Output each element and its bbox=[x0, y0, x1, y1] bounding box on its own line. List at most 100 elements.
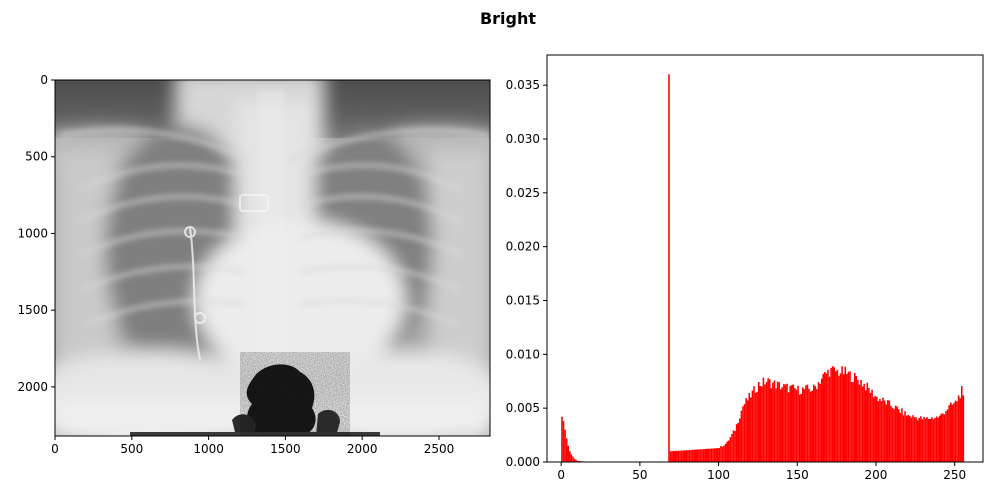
histogram-bar bbox=[907, 414, 910, 462]
histogram-bar bbox=[682, 450, 684, 462]
histogram-bars bbox=[561, 74, 965, 462]
histogram-bar bbox=[797, 385, 799, 462]
y-tick-label: 0.000 bbox=[506, 455, 540, 469]
histogram-bar bbox=[786, 383, 788, 462]
histogram-bar bbox=[850, 382, 853, 462]
histogram-bar bbox=[949, 402, 952, 462]
histogram-bar bbox=[811, 390, 814, 462]
histogram-bar bbox=[742, 406, 744, 462]
y-tick-label: 0.010 bbox=[506, 347, 540, 361]
histogram-bar bbox=[721, 446, 724, 462]
histogram-bar bbox=[842, 374, 845, 462]
x-tick-label: 1500 bbox=[270, 442, 301, 456]
histogram-bar bbox=[687, 450, 689, 462]
histogram-bar bbox=[748, 392, 751, 462]
histogram-bar bbox=[849, 371, 851, 462]
x-tick-label: 100 bbox=[707, 468, 730, 482]
x-tick-label: 0 bbox=[51, 442, 59, 456]
histogram-bar bbox=[857, 380, 859, 462]
histogram-bar bbox=[762, 377, 765, 462]
histogram-bar bbox=[739, 418, 741, 462]
histogram-bar bbox=[864, 390, 867, 462]
histogram-bar bbox=[704, 448, 706, 462]
histogram-bar bbox=[732, 430, 735, 462]
histogram-panel: 0 50 100 150 200 250 0.000 0.005 0.010 0.015 0.02… bbox=[506, 54, 984, 482]
histogram-bar bbox=[869, 392, 872, 462]
histogram-bar bbox=[710, 448, 713, 462]
histogram-bar bbox=[794, 388, 796, 462]
histogram-bar bbox=[828, 376, 831, 462]
histogram-bar bbox=[729, 437, 732, 462]
histogram-bar bbox=[819, 383, 821, 462]
histogram-bar bbox=[564, 429, 566, 462]
histogram-bar bbox=[853, 373, 856, 462]
x-tick-label: 500 bbox=[120, 442, 143, 456]
histogram-bar bbox=[767, 378, 769, 462]
histogram-bar bbox=[877, 401, 880, 462]
histogram-bar bbox=[759, 385, 762, 462]
histogram-bar bbox=[795, 389, 798, 462]
histogram-bar bbox=[861, 386, 864, 462]
histogram-bar bbox=[669, 451, 672, 462]
histogram-bar bbox=[685, 450, 688, 462]
histogram-bar bbox=[931, 417, 933, 462]
histogram-bar bbox=[896, 406, 899, 462]
histogram-bar bbox=[838, 375, 840, 462]
histogram-bar bbox=[915, 417, 917, 462]
histogram-bar bbox=[824, 372, 826, 462]
y-tick-label: 500 bbox=[25, 150, 48, 164]
histogram-bar bbox=[863, 383, 865, 462]
histogram-bar bbox=[784, 384, 787, 462]
histogram-bar bbox=[680, 450, 683, 462]
y-tick-label: 0.035 bbox=[506, 78, 540, 92]
histogram-bar bbox=[879, 398, 881, 462]
histogram-bar bbox=[882, 397, 884, 462]
histogram-bar bbox=[831, 366, 834, 462]
histogram-bar bbox=[825, 373, 828, 462]
histogram-bar bbox=[776, 381, 779, 462]
histogram-bar bbox=[698, 449, 700, 462]
histogram-x-axis: 0 50 100 150 200 250 bbox=[557, 462, 966, 482]
histogram-bar bbox=[792, 384, 795, 462]
histogram-bar bbox=[775, 388, 777, 462]
histogram-bar bbox=[951, 404, 954, 462]
histogram-bar bbox=[833, 367, 836, 462]
histogram-bar bbox=[910, 417, 913, 462]
histogram-bar bbox=[800, 393, 802, 462]
histogram-bar bbox=[814, 386, 817, 462]
x-tick-label: 2000 bbox=[347, 442, 378, 456]
histogram-bar bbox=[731, 434, 733, 462]
histogram-bar bbox=[935, 416, 938, 462]
histogram-bar bbox=[718, 448, 721, 462]
histogram-bar bbox=[773, 380, 776, 462]
histogram-bar bbox=[880, 401, 883, 462]
histogram-bar bbox=[778, 382, 780, 462]
histogram-bar bbox=[712, 448, 714, 462]
histogram-bar bbox=[846, 373, 848, 462]
histogram-bar bbox=[716, 448, 719, 462]
histogram-bar bbox=[709, 448, 711, 462]
y-tick-label: 2000 bbox=[17, 380, 48, 394]
histogram-bar bbox=[940, 413, 943, 462]
image-y-axis: 0 500 1000 1500 2000 bbox=[17, 73, 55, 394]
y-tick-label: 1500 bbox=[17, 303, 48, 317]
histogram-bar bbox=[871, 389, 873, 462]
histogram-bar bbox=[905, 415, 908, 462]
histogram-bar bbox=[893, 409, 895, 462]
figure-suptitle: Bright bbox=[480, 9, 536, 28]
histogram-bar bbox=[572, 456, 574, 462]
histogram-bar bbox=[860, 379, 862, 462]
histogram-bar bbox=[701, 449, 703, 462]
y-tick-label: 0 bbox=[40, 73, 48, 87]
histogram-bar bbox=[937, 417, 939, 462]
histogram-bar bbox=[569, 451, 571, 462]
histogram-bar bbox=[909, 416, 911, 462]
xray-image bbox=[55, 80, 490, 436]
histogram-bar bbox=[942, 413, 944, 462]
histogram-bar bbox=[726, 441, 729, 462]
histogram-bar bbox=[901, 408, 903, 462]
histogram-bar bbox=[751, 390, 754, 462]
histogram-bar bbox=[805, 385, 807, 462]
histogram-bar bbox=[855, 376, 858, 462]
